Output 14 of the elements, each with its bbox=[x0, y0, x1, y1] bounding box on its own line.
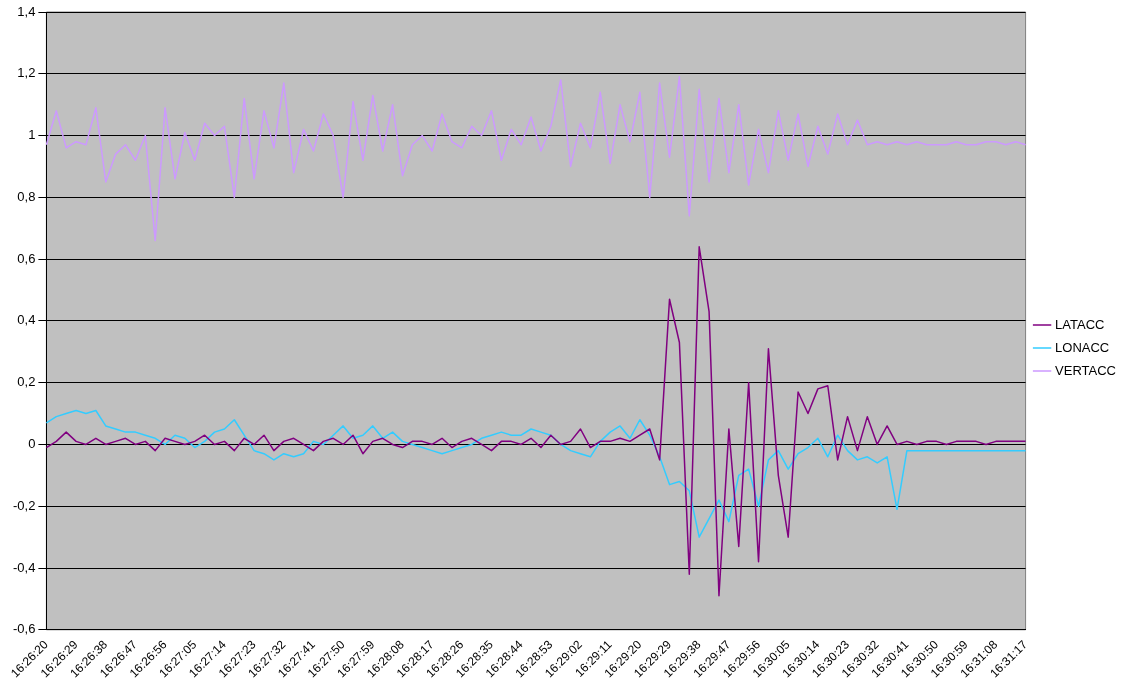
legend-label: VERTACC bbox=[1055, 362, 1116, 378]
y-tick-label: 1,4 bbox=[17, 3, 36, 19]
y-tick-label: 0,4 bbox=[17, 312, 36, 328]
y-tick-label: 0,8 bbox=[17, 188, 36, 204]
y-tick-label: -0,4 bbox=[12, 559, 36, 575]
y-tick-label: -0,6 bbox=[12, 621, 36, 637]
y-tick-label: 0,2 bbox=[17, 374, 36, 390]
legend-label: LONACC bbox=[1055, 339, 1110, 355]
y-tick-label: 1 bbox=[28, 127, 36, 143]
y-tick-label: 1,2 bbox=[17, 65, 36, 81]
y-tick-label: 0,6 bbox=[17, 250, 36, 266]
y-tick-label: -0,2 bbox=[12, 497, 36, 513]
legend-label: LATACC bbox=[1055, 316, 1105, 332]
y-tick-label: 0 bbox=[28, 436, 36, 452]
